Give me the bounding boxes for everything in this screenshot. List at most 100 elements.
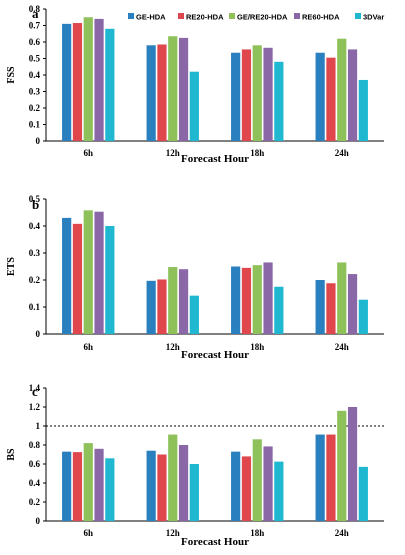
x-axis-title: Forecast Hour	[181, 536, 249, 548]
y-axis-title: BS	[6, 448, 17, 461]
bar-re20-hda-6h	[72, 223, 83, 334]
category-label: 18h	[250, 528, 264, 538]
bar-re60-hda-18h	[263, 47, 273, 141]
bar-ge-re20-hda-12h	[168, 434, 178, 521]
bar-ge-re20-hda-18h	[252, 45, 262, 141]
y-tick-label: 0.2	[29, 103, 41, 113]
category-label: 6h	[83, 528, 93, 538]
y-axis-title: FSS	[6, 66, 17, 84]
bar-re60-hda-12h	[178, 269, 189, 334]
legend-label: RE60-HDA	[302, 13, 340, 22]
y-tick-label: 1.4	[29, 383, 41, 393]
y-tick-label: 0.4	[29, 478, 41, 488]
bar-re20-hda-18h	[241, 456, 252, 521]
category-label: 6h	[83, 342, 93, 352]
y-tick-label: 0	[36, 516, 41, 526]
y-tick-label: 0.5	[29, 54, 41, 64]
y-tick-label: 0.2	[29, 497, 41, 507]
bar-ge-hda-18h	[231, 451, 241, 521]
bar-3dvar-12h	[189, 71, 199, 141]
category-label: 24h	[335, 148, 349, 158]
bar-re60-hda-12h	[178, 445, 189, 521]
bar-ge-re20-hda-6h	[83, 210, 93, 334]
bar-3dvar-12h	[189, 464, 199, 521]
bar-ge-hda-12h	[146, 280, 156, 334]
y-tick-label: 0.5	[29, 194, 41, 204]
bar-re60-hda-24h	[347, 274, 358, 334]
category-label: 24h	[335, 528, 349, 538]
category-label: 12h	[166, 148, 180, 158]
bar-re20-hda-6h	[72, 452, 83, 522]
bar-re20-hda-6h	[72, 23, 83, 142]
y-tick-label: 0	[36, 329, 41, 339]
y-tick-label: 0.7	[29, 21, 41, 31]
bar-re60-hda-18h	[263, 446, 273, 521]
y-tick-label: 0.4	[29, 221, 41, 231]
bar-ge-re20-hda-24h	[337, 410, 347, 521]
y-tick-label: 0.8	[29, 4, 41, 14]
y-axis-title: ETS	[6, 257, 17, 276]
category-label: 18h	[250, 148, 264, 158]
bar-ge-hda-24h	[315, 52, 325, 142]
bar-re60-hda-6h	[94, 448, 104, 521]
bar-ge-re20-hda-18h	[252, 265, 262, 334]
bar-re20-hda-24h	[326, 434, 336, 521]
legend-swatch	[355, 13, 361, 19]
legend-label: GE/RE20-HDA	[237, 13, 288, 22]
panel-label: c	[32, 384, 38, 399]
bar-re20-hda-18h	[241, 49, 252, 141]
y-tick-label: 0.3	[29, 248, 41, 258]
bar-re60-hda-6h	[94, 18, 104, 141]
legend-label: GE-HDA	[136, 13, 166, 22]
bar-3dvar-24h	[358, 466, 368, 521]
category-label: 24h	[335, 342, 349, 352]
bar-3dvar-18h	[274, 61, 284, 141]
y-tick-label: 0.1	[29, 120, 41, 130]
panel-label: b	[32, 197, 39, 212]
bar-re60-hda-6h	[94, 211, 104, 334]
bar-re60-hda-12h	[178, 37, 189, 142]
bar-ge-re20-hda-24h	[337, 262, 347, 334]
y-tick-label: 0.6	[29, 37, 41, 47]
y-tick-label: 0.1	[29, 302, 41, 312]
y-tick-label: 0.2	[29, 275, 41, 285]
bar-re60-hda-18h	[263, 262, 273, 334]
y-tick-label: 0.3	[29, 87, 41, 97]
bar-ge-re20-hda-6h	[83, 17, 93, 141]
legend-label: 3DVar	[363, 13, 384, 22]
bar-ge-hda-18h	[231, 266, 241, 334]
bar-ge-hda-24h	[315, 434, 325, 521]
bar-ge-re20-hda-12h	[168, 267, 178, 334]
bar-3dvar-12h	[189, 295, 199, 334]
bar-3dvar-6h	[105, 458, 115, 521]
panel-label: a	[32, 6, 39, 21]
bar-re60-hda-24h	[347, 407, 358, 521]
legend-swatch	[128, 13, 134, 19]
bar-re20-hda-12h	[157, 454, 167, 521]
category-label: 12h	[166, 342, 180, 352]
y-tick-label: 0.4	[29, 70, 41, 80]
bar-ge-hda-12h	[146, 450, 156, 521]
legend-label: RE20-HDA	[186, 13, 224, 22]
bar-ge-hda-6h	[62, 23, 72, 142]
bar-3dvar-24h	[358, 299, 368, 334]
bar-re20-hda-18h	[241, 267, 252, 334]
category-label: 6h	[83, 148, 93, 158]
bar-3dvar-18h	[274, 461, 284, 522]
y-tick-label: 1	[36, 421, 41, 431]
category-label: 18h	[250, 342, 264, 352]
bar-3dvar-24h	[358, 79, 368, 141]
legend-swatch	[229, 13, 235, 19]
legend-swatch	[178, 13, 184, 19]
y-tick-label: 0.6	[29, 459, 41, 469]
y-tick-label: 1.2	[29, 402, 41, 412]
bar-ge-hda-6h	[62, 217, 72, 334]
bar-ge-re20-hda-18h	[252, 439, 262, 521]
bar-ge-re20-hda-12h	[168, 36, 178, 142]
bar-re60-hda-24h	[347, 49, 358, 141]
bar-3dvar-6h	[105, 28, 115, 141]
bar-3dvar-6h	[105, 226, 115, 334]
bar-ge-hda-12h	[146, 45, 156, 141]
y-tick-label: 0	[36, 136, 41, 146]
